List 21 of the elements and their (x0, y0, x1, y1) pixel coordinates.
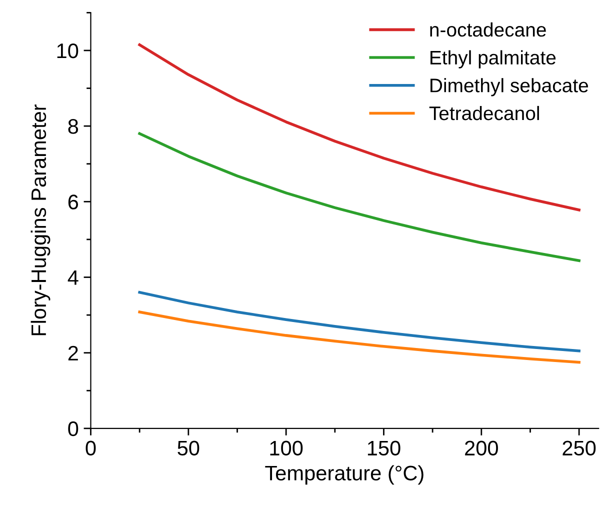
x-tick-label: 250 (562, 440, 596, 456)
x-tick-label: 100 (270, 440, 303, 456)
y-tick-label: 6 (68, 194, 78, 210)
x-tick-label: 200 (465, 440, 498, 456)
x-tick-label: 150 (368, 440, 400, 456)
y-axis-title: Flory-Huggins Parameter (30, 104, 50, 336)
line-series (138, 290, 580, 352)
line-series (138, 132, 580, 262)
y-tick-label: 10 (57, 43, 78, 58)
x-tick-label: 0 (86, 440, 96, 456)
x-tick-label: 50 (178, 440, 200, 456)
legend-label: Tetradecanol (429, 106, 539, 120)
x-axis-title: Temperature (°C) (265, 465, 424, 485)
y-tick-label: 4 (68, 270, 78, 285)
legend-label: Dimethyl sebacate (430, 78, 588, 96)
y-tick-label: 2 (68, 346, 78, 360)
y-tick-label: 8 (68, 119, 78, 134)
line-series (138, 310, 580, 364)
legend-label: Ethyl palmitate (430, 50, 556, 68)
legend-label: n-octadecane (430, 22, 546, 37)
y-tick-label: 0 (68, 421, 78, 436)
